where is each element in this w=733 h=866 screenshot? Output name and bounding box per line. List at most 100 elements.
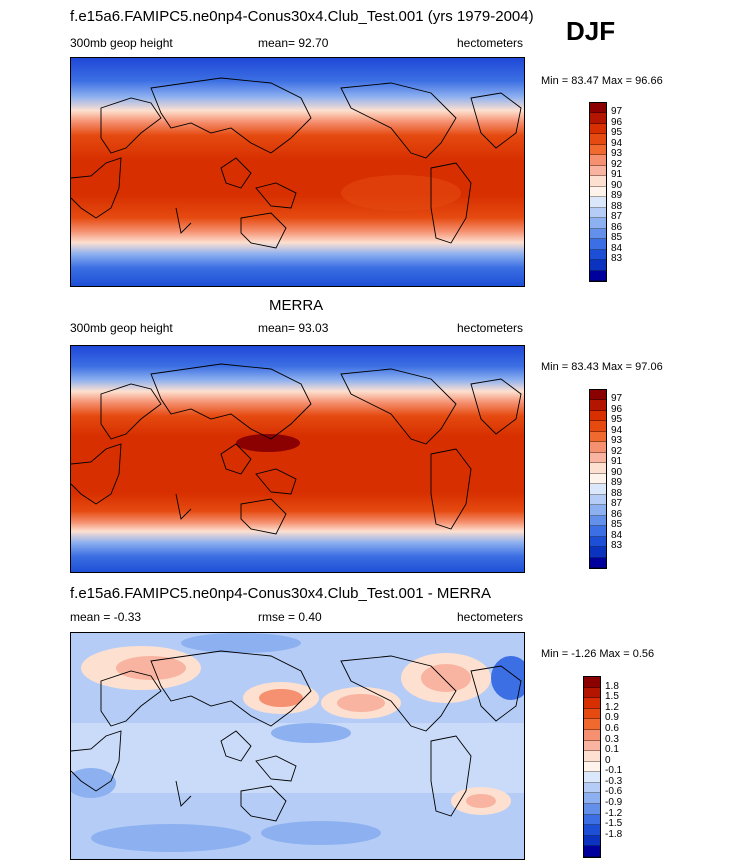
panel1-units-label: hectometers	[457, 36, 524, 50]
colorbar-label: 97	[611, 393, 623, 405]
colorbar-label: 1.2	[605, 701, 619, 713]
colorbar-box	[590, 410, 606, 422]
panel2-title: MERRA	[269, 297, 324, 314]
colorbar-label: 84	[611, 529, 623, 541]
colorbar-box	[590, 260, 606, 271]
colorbar-label: 97	[611, 106, 623, 118]
colorbar-box	[590, 547, 606, 558]
colorbar-label: 84	[611, 242, 623, 254]
panel2-range-label: Min = 83.43 Max = 97.06	[541, 361, 663, 373]
colorbar-box	[584, 698, 600, 709]
colorbar-box	[590, 144, 606, 156]
panel2-map	[70, 345, 525, 573]
panel1-left-label: 300mb geop height	[70, 36, 173, 50]
colorbar-label: 1.5	[605, 691, 619, 703]
colorbar-label: -1.2	[605, 807, 623, 819]
colorbar-label: 0.6	[605, 722, 619, 734]
colorbar-box	[590, 176, 606, 187]
panel2-mean-label: mean= 93.03	[258, 321, 329, 335]
colorbar-box	[584, 751, 600, 762]
panel3-rmse-label: rmse = 0.40	[258, 610, 322, 624]
colorbar-box	[590, 218, 606, 229]
colorbar-label: 94	[611, 424, 623, 436]
colorbar-label: 95	[611, 414, 623, 426]
colorbar-label: 93	[611, 435, 623, 447]
coastlines	[71, 650, 522, 822]
colorbar-box	[590, 515, 606, 527]
colorbar-label: 89	[611, 477, 623, 489]
panel1-range-label: Min = 83.47 Max = 96.66	[541, 75, 663, 87]
colorbar-box	[584, 740, 600, 752]
panel1-colorbar	[589, 102, 607, 282]
panel2-left-label: 300mb geop height	[70, 321, 173, 335]
colorbar-label: 86	[611, 221, 623, 233]
colorbar-label: -1.5	[605, 818, 623, 830]
colorbar-box	[584, 677, 600, 688]
colorbar-label: 0.9	[605, 712, 619, 724]
colorbar-label: 87	[611, 211, 623, 223]
colorbar-box	[584, 825, 600, 836]
colorbar-label: -0.1	[605, 765, 623, 777]
panel3-title: f.e15a6.FAMIPC5.ne0np4-Conus30x4.Club_Te…	[70, 585, 492, 602]
colorbar-label: 92	[611, 445, 623, 457]
colorbar-box	[590, 155, 606, 166]
coastlines	[71, 77, 522, 249]
colorbar-label: 85	[611, 232, 623, 244]
colorbar-box	[590, 452, 606, 464]
colorbar-label: 83	[611, 540, 623, 552]
colorbar-box	[584, 761, 600, 773]
colorbar-label: -1.8	[605, 828, 623, 840]
colorbar-label: 94	[611, 137, 623, 149]
colorbar-label: 0.1	[605, 744, 619, 756]
colorbar-box	[590, 228, 606, 240]
panel1-map	[70, 57, 525, 287]
colorbar-label: -0.6	[605, 786, 623, 798]
colorbar-label: 88	[611, 487, 623, 499]
colorbar-box	[584, 793, 600, 805]
colorbar-box	[590, 207, 606, 219]
colorbar-label: 90	[611, 466, 623, 478]
colorbar-label: 86	[611, 508, 623, 520]
colorbar-label: 93	[611, 148, 623, 160]
colorbar-label: 90	[611, 179, 623, 191]
colorbar-box	[584, 708, 600, 720]
panel2-colorbar	[589, 389, 607, 569]
colorbar-box	[584, 804, 600, 815]
colorbar-box	[590, 270, 606, 281]
colorbar-label: 1.8	[605, 680, 619, 692]
colorbar-label: 85	[611, 519, 623, 531]
colorbar-box	[590, 494, 606, 506]
colorbar-box	[584, 772, 600, 783]
colorbar-box	[590, 557, 606, 568]
colorbar-box	[590, 103, 606, 114]
colorbar-box	[590, 400, 606, 411]
panel3-mean-label: mean = -0.33	[70, 610, 142, 624]
colorbar-box	[584, 846, 600, 857]
colorbar-label: 95	[611, 127, 623, 139]
colorbar-box	[590, 123, 606, 135]
panel3-range-label: Min = -1.26 Max = 0.56	[541, 648, 655, 660]
colorbar-box	[584, 719, 600, 730]
colorbar-label: 0.3	[605, 733, 619, 745]
colorbar-label: -0.9	[605, 797, 623, 809]
colorbar-box	[590, 165, 606, 177]
colorbar-box	[584, 687, 600, 699]
colorbar-label: 96	[611, 116, 623, 128]
colorbar-box	[590, 113, 606, 124]
colorbar-label: 83	[611, 253, 623, 265]
colorbar-label: 91	[611, 169, 623, 181]
colorbar-label: 96	[611, 403, 623, 415]
colorbar-box	[590, 249, 606, 261]
colorbar-box	[590, 134, 606, 145]
panel3-units-label: hectometers	[457, 610, 524, 624]
colorbar-label: 0	[605, 754, 611, 766]
colorbar-label: 91	[611, 456, 623, 468]
colorbar-box	[590, 431, 606, 443]
coastlines	[71, 363, 522, 535]
colorbar-box	[584, 729, 600, 741]
colorbar-box	[590, 186, 606, 198]
colorbar-box	[590, 421, 606, 432]
colorbar-box	[590, 442, 606, 453]
colorbar-box	[590, 473, 606, 485]
colorbar-box	[590, 505, 606, 516]
